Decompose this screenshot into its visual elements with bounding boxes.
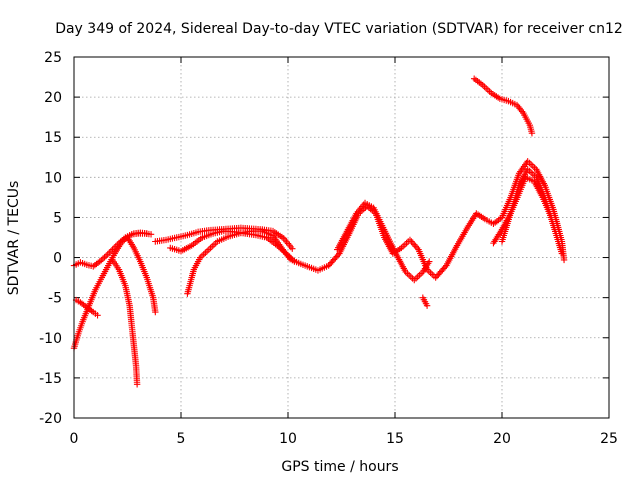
series-short-track: [124, 234, 159, 316]
data-point: [106, 249, 113, 256]
x-tick-label-5: 25: [600, 431, 618, 447]
axis-tick-labels: 0 5 10 15 20 25 -20 -15 -10 -5 0 5 10 15 20 25: [39, 50, 618, 447]
data-point: [94, 312, 101, 319]
data-point: [283, 250, 290, 257]
data-point: [147, 231, 155, 238]
data-point: [334, 251, 342, 259]
data-point: [289, 245, 296, 252]
chart-title: Day 349 of 2024, Sidereal Day-to-day VTE…: [55, 21, 623, 37]
data-point: [558, 250, 566, 257]
y-tick-label-3: -5: [48, 291, 62, 307]
series-short-dip: [419, 294, 431, 309]
series-early-mid: [72, 296, 101, 319]
data-point: [408, 238, 415, 245]
series-late-b: [490, 174, 555, 247]
series-hump-d: [334, 199, 433, 284]
data-point: [548, 214, 555, 221]
data-point: [143, 230, 150, 237]
data-point: [528, 130, 536, 137]
y-tick-label-4: 0: [53, 251, 62, 267]
data-point: [291, 258, 298, 265]
y-tick-label-6: 10: [44, 170, 62, 186]
y-tick-label-8: 20: [44, 90, 62, 106]
data-point: [411, 241, 418, 248]
y-tick-label-0: -20: [39, 411, 62, 427]
data-point: [275, 243, 283, 251]
data-points: [70, 75, 568, 388]
x-tick-label-4: 20: [493, 431, 511, 447]
data-point: [441, 263, 449, 271]
data-point: [104, 251, 111, 258]
x-tick-label-3: 15: [386, 431, 404, 447]
data-point: [560, 256, 568, 264]
data-point: [280, 247, 287, 255]
data-point: [152, 308, 159, 316]
plot-frame: [73, 56, 610, 419]
data-point: [412, 243, 419, 250]
x-axis-label: GPS time / hours: [281, 459, 398, 475]
data-point: [281, 249, 289, 256]
y-tick-label-9: 25: [44, 50, 62, 66]
y-tick-label-1: -15: [39, 371, 62, 387]
x-tick-label-1: 5: [177, 431, 186, 447]
series-early-steep: [70, 229, 150, 352]
series-hump-c: [167, 227, 298, 265]
data-point: [409, 239, 417, 247]
series-dip-track: [109, 256, 141, 388]
data-point: [133, 381, 141, 388]
data-point: [102, 252, 110, 260]
y-axis-label: SDTVAR / TECUs: [6, 181, 22, 296]
grid: [74, 57, 609, 418]
data-point: [274, 242, 281, 249]
data-point: [277, 245, 284, 252]
data-point: [426, 258, 433, 265]
x-tick-label-2: 10: [279, 431, 297, 447]
series-top-track: [470, 75, 536, 137]
data-point: [278, 246, 286, 253]
y-tick-label-5: 5: [53, 210, 62, 226]
x-tick-label-0: 0: [70, 431, 79, 447]
y-tick-label-2: -10: [39, 331, 62, 347]
data-point: [101, 254, 108, 261]
axis-ticks: [73, 56, 610, 419]
y-tick-label-7: 15: [44, 130, 62, 146]
data-point: [423, 302, 431, 309]
data-point: [99, 255, 107, 262]
